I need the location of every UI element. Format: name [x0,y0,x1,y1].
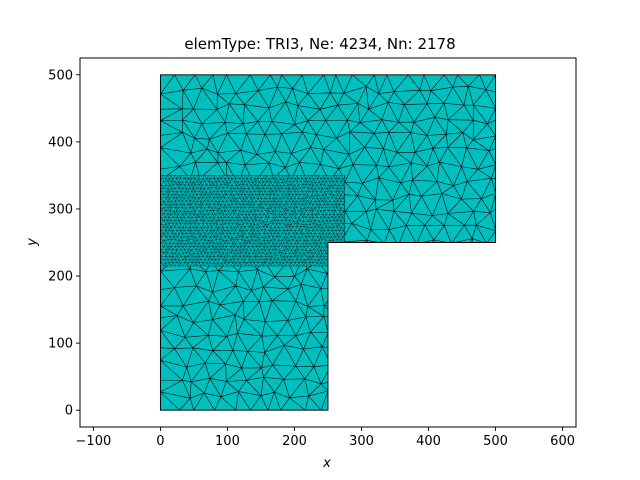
x-tick-label: 400 [416,434,441,449]
x-tick-label: 500 [483,434,508,449]
x-tick-label: −100 [76,434,112,449]
y-tick-label: 300 [48,202,73,217]
x-tick-label: 100 [215,434,240,449]
x-tick-label: 600 [550,434,575,449]
axes-frame [79,57,577,428]
x-axis-ticks: −100 0 100 200 300 400 500 600 [76,427,575,449]
y-tick-label: 100 [48,337,73,352]
chart-title: elemType: TRI3, Ne: 4234, Nn: 2178 [184,35,455,53]
y-tick-label: 500 [48,68,73,83]
y-axis-ticks: 0 100 200 300 400 500 [48,68,80,419]
x-axis-label: x [322,456,331,471]
refined-region [160,175,345,266]
x-tick-label: 200 [282,434,307,449]
y-tick-label: 200 [48,270,73,285]
x-tick-label: 300 [349,434,374,449]
mesh-boundary [159,74,497,411]
y-axis-label: y [25,238,40,247]
y-tick-label: 400 [48,135,73,150]
mesh-refined [160,175,345,267]
plot-area [159,74,497,411]
y-tick-label: 0 [65,404,73,419]
x-tick-label: 0 [156,434,164,449]
